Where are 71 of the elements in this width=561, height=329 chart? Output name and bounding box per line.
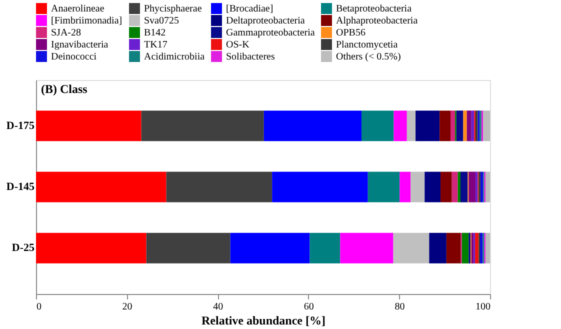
bar: [141, 110, 264, 142]
legend-label: Planctomycetia: [336, 40, 398, 50]
y-tick-label: D-25: [12, 242, 35, 254]
bar: [452, 172, 458, 202]
x-tick-label: 20: [122, 302, 132, 312]
bar: [406, 110, 416, 142]
bar: [485, 232, 490, 264]
legend-label: Ignavibacteria: [51, 40, 109, 50]
legend-label: Solibacteres: [226, 52, 275, 62]
bar: [424, 172, 441, 202]
legend-label: Sva0725: [144, 16, 179, 26]
legend-label: Phycisphaerae: [144, 4, 202, 15]
bar: [272, 172, 368, 202]
bar: [450, 110, 456, 142]
x-tick-label: 0: [36, 302, 42, 312]
bar: [480, 172, 484, 202]
bar: [362, 110, 394, 142]
legend-label: Alphaproteobacteria: [336, 16, 418, 26]
legend-label: [Brocadiae]: [226, 4, 274, 15]
bar: [36, 232, 146, 264]
bar: [394, 110, 407, 142]
x-axis-title: Relative abundance [%]: [202, 314, 326, 328]
legend-label: Others (< 0.5%): [336, 52, 401, 62]
bar: [475, 232, 479, 264]
legend-label: [Fimbriimonadia]: [51, 16, 122, 26]
bar: [410, 172, 425, 202]
legend-label: Deltaproteobacteria: [226, 16, 306, 26]
bar: [264, 110, 362, 142]
bar: [416, 110, 440, 142]
bar: [446, 232, 460, 264]
bar: [429, 232, 446, 264]
legend-label: OS-K: [226, 40, 250, 50]
bar: [146, 232, 230, 264]
bar: [483, 110, 490, 142]
bar: [466, 110, 472, 142]
bar: [368, 172, 400, 202]
bar: [400, 172, 411, 202]
legend-label: SJA-28: [51, 28, 82, 38]
bar: [471, 110, 474, 142]
legend-label: B142: [144, 28, 166, 38]
x-tick-label: 100: [476, 302, 490, 312]
legend-label: Acidimicrobiia: [144, 52, 206, 62]
legend-label: Betaproteobacteria: [336, 4, 412, 15]
bar: [310, 232, 340, 264]
bar: [166, 172, 272, 202]
bar: [485, 172, 490, 202]
legend-label: Gammaproteobacteria: [226, 28, 316, 38]
y-tick-label: D-145: [6, 181, 35, 193]
x-tick-label: 60: [304, 302, 314, 312]
x-tick-label: 40: [213, 302, 224, 312]
bar: [460, 172, 468, 202]
bar: [230, 232, 310, 264]
bar: [480, 232, 483, 264]
bar: [458, 172, 460, 202]
x-tick-label: 80: [394, 302, 405, 312]
bar: [36, 110, 142, 142]
bar: [440, 110, 450, 142]
bar: [463, 110, 467, 142]
legend-label: OPB56: [336, 28, 366, 38]
bar: [393, 232, 430, 264]
bar: [440, 172, 452, 202]
bar: [468, 172, 476, 202]
legend-label: Anaerolineae: [51, 4, 105, 15]
bar: [462, 232, 469, 264]
y-tick-label: D-175: [6, 120, 35, 132]
bar: [340, 232, 394, 264]
legend-label: TK17: [144, 40, 168, 50]
bar: [456, 110, 464, 142]
bar: [36, 172, 166, 202]
legend-label: Deinococci: [51, 52, 97, 62]
chart-title: (B) Class: [41, 82, 88, 96]
